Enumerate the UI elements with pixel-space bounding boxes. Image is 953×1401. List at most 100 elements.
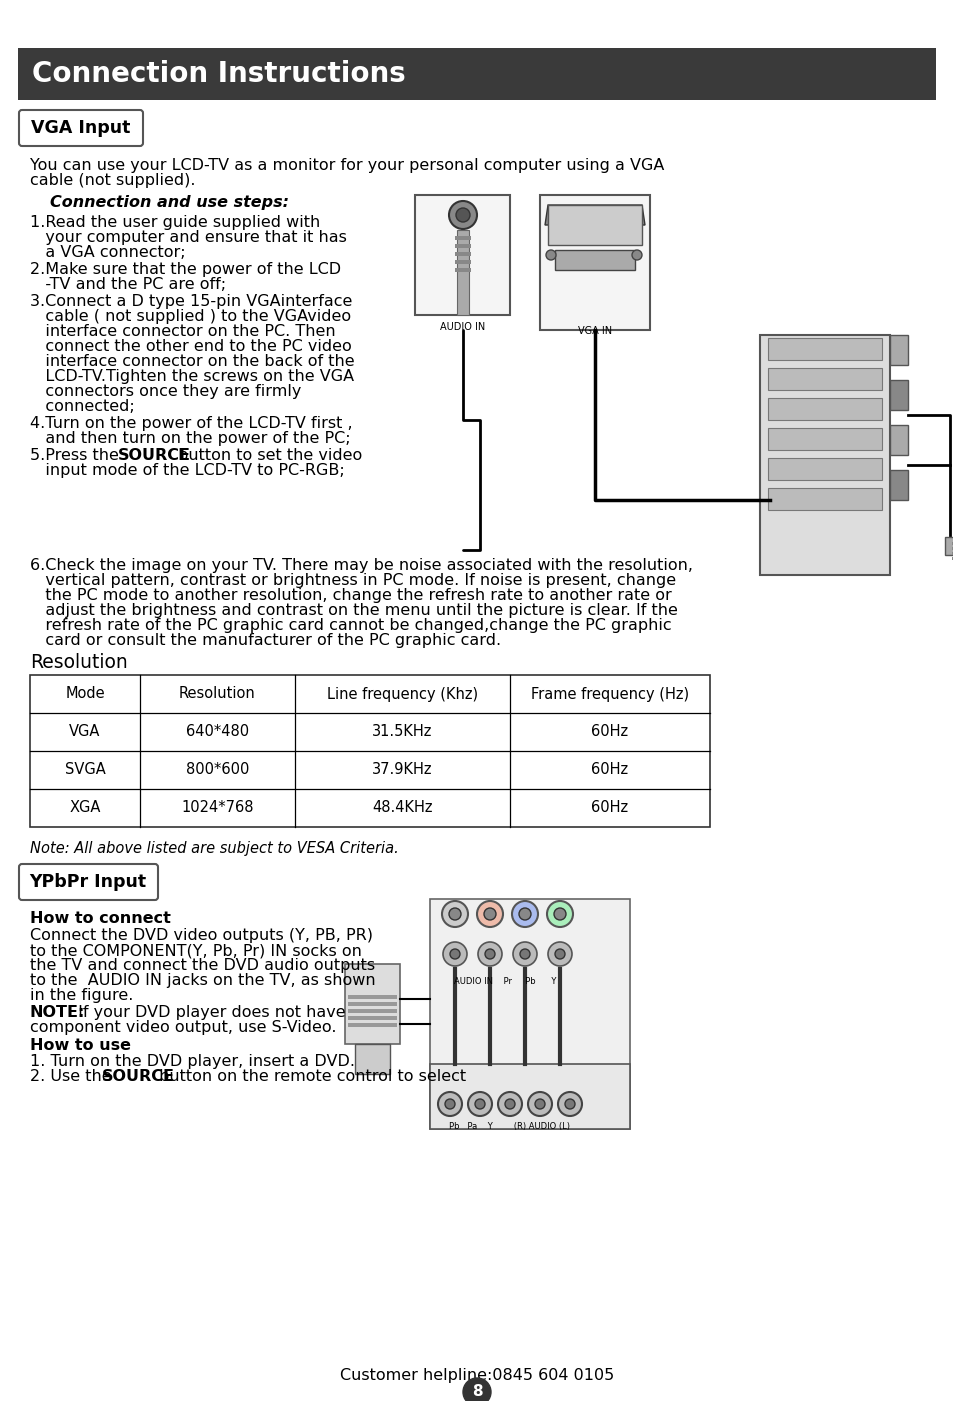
Text: How to connect: How to connect (30, 911, 171, 926)
Text: button to set the video: button to set the video (172, 448, 362, 462)
Circle shape (603, 219, 607, 221)
Text: 800*600: 800*600 (186, 762, 249, 778)
Circle shape (527, 1091, 552, 1117)
Text: 6.Check the image on your TV. There may be noise associated with the resolution,: 6.Check the image on your TV. There may … (30, 558, 692, 573)
Text: connectors once they are firmly: connectors once they are firmly (30, 384, 301, 399)
Text: adjust the brightness and contrast on the menu until the picture is clear. If th: adjust the brightness and contrast on th… (30, 602, 678, 618)
Text: your computer and ensure that it has: your computer and ensure that it has (30, 230, 347, 245)
Circle shape (476, 901, 502, 927)
Text: VGA Input: VGA Input (31, 119, 131, 137)
Text: LCD-TV.Tighten the screws on the VGA: LCD-TV.Tighten the screws on the VGA (30, 368, 354, 384)
Text: interface connector on the PC. Then: interface connector on the PC. Then (30, 324, 335, 339)
Text: Note: All above listed are subject to VESA Criteria.: Note: All above listed are subject to VE… (30, 841, 398, 856)
Bar (944, 537, 953, 555)
Bar (555, 249, 635, 270)
Bar (951, 558, 953, 560)
Bar (455, 235, 471, 240)
Text: Connect the DVD video outputs (Y, PB, PR): Connect the DVD video outputs (Y, PB, PR… (30, 927, 373, 943)
Bar (430, 1063, 629, 1129)
Text: interface connector on the back of the: interface connector on the back of the (30, 354, 355, 368)
Text: VGA: VGA (70, 724, 101, 740)
Text: Customer helpline:0845 604 0105: Customer helpline:0845 604 0105 (339, 1367, 614, 1383)
Bar (767, 338, 882, 360)
Bar (430, 899, 629, 1129)
Circle shape (620, 219, 624, 221)
Bar (415, 195, 510, 315)
Bar (456, 230, 469, 315)
Text: Line frequency (Khz): Line frequency (Khz) (327, 686, 477, 702)
Circle shape (497, 1091, 521, 1117)
Text: Pb   Pa    Y        (R) AUDIO (L): Pb Pa Y (R) AUDIO (L) (449, 1122, 570, 1131)
Text: How to use: How to use (30, 1038, 131, 1054)
Text: 1. Turn on the DVD player, insert a DVD.: 1. Turn on the DVD player, insert a DVD. (30, 1054, 355, 1069)
Text: 2.Make sure that the power of the LCD: 2.Make sure that the power of the LCD (30, 262, 341, 277)
Circle shape (475, 1098, 484, 1110)
Text: 31.5KHz: 31.5KHz (372, 724, 433, 740)
Bar (455, 252, 471, 256)
Bar (18, 48, 935, 99)
Circle shape (558, 1091, 581, 1117)
Bar (767, 488, 882, 510)
Text: 37.9KHz: 37.9KHz (372, 762, 433, 778)
Text: -TV and the PC are off;: -TV and the PC are off; (30, 277, 226, 291)
Text: 640*480: 640*480 (186, 724, 249, 740)
Text: the PC mode to another resolution, change the refresh rate to another rate or: the PC mode to another resolution, chang… (30, 588, 671, 602)
Text: 60Hz: 60Hz (591, 800, 628, 815)
Bar (547, 205, 641, 245)
Text: a VGA connector;: a VGA connector; (30, 245, 186, 261)
Bar (355, 1044, 390, 1075)
Text: connected;: connected; (30, 399, 134, 415)
Circle shape (441, 901, 468, 927)
Circle shape (553, 207, 557, 212)
Circle shape (564, 1098, 575, 1110)
Text: Connection Instructions: Connection Instructions (32, 60, 405, 88)
Bar (889, 425, 907, 455)
Text: NOTE:: NOTE: (30, 1005, 85, 1020)
Circle shape (547, 941, 572, 967)
Circle shape (586, 207, 590, 212)
Text: Frame frequency (Hz): Frame frequency (Hz) (531, 686, 688, 702)
Circle shape (586, 219, 590, 221)
Text: 2. Use the: 2. Use the (30, 1069, 116, 1084)
Bar (889, 380, 907, 410)
Text: Mode: Mode (65, 686, 105, 702)
Circle shape (553, 213, 557, 217)
Bar (539, 195, 649, 331)
Text: AUDIO IN    Pr     Pb      Y: AUDIO IN Pr Pb Y (454, 976, 556, 986)
Bar (951, 542, 953, 545)
Text: Resolution: Resolution (30, 653, 128, 672)
Text: cable (not supplied).: cable (not supplied). (30, 172, 195, 188)
Bar (348, 995, 396, 999)
Bar (767, 427, 882, 450)
Bar (760, 335, 889, 574)
Circle shape (484, 948, 495, 960)
Text: connect the other end to the PC video: connect the other end to the PC video (30, 339, 352, 354)
Circle shape (554, 908, 565, 920)
Text: AUDIO IN: AUDIO IN (440, 322, 485, 332)
Bar (767, 398, 882, 420)
Text: and then turn on the power of the PC;: and then turn on the power of the PC; (30, 432, 351, 446)
Bar (348, 1002, 396, 1006)
Text: SOURCE: SOURCE (102, 1069, 174, 1084)
Text: to the  AUDIO IN jacks on the TV, as shown: to the AUDIO IN jacks on the TV, as show… (30, 974, 375, 988)
Text: Resolution: Resolution (179, 686, 255, 702)
Circle shape (569, 213, 574, 217)
Circle shape (545, 249, 556, 261)
Bar (455, 268, 471, 272)
Text: VGA IN: VGA IN (578, 326, 612, 336)
Bar (767, 458, 882, 481)
Text: vertical pattern, contrast or brightness in PC mode. If noise is present, change: vertical pattern, contrast or brightness… (30, 573, 676, 588)
Text: SVGA: SVGA (65, 762, 105, 778)
Circle shape (603, 213, 607, 217)
Text: card or consult the manufacturer of the PC graphic card.: card or consult the manufacturer of the … (30, 633, 500, 649)
Text: 4.Turn on the power of the LCD-TV first ,: 4.Turn on the power of the LCD-TV first … (30, 416, 353, 432)
Circle shape (555, 948, 564, 960)
Circle shape (504, 1098, 515, 1110)
Bar (889, 469, 907, 500)
Text: 8: 8 (471, 1384, 482, 1400)
Bar (348, 1009, 396, 1013)
Bar (348, 1023, 396, 1027)
Circle shape (449, 200, 476, 228)
Bar (889, 335, 907, 366)
Text: 1024*768: 1024*768 (181, 800, 253, 815)
